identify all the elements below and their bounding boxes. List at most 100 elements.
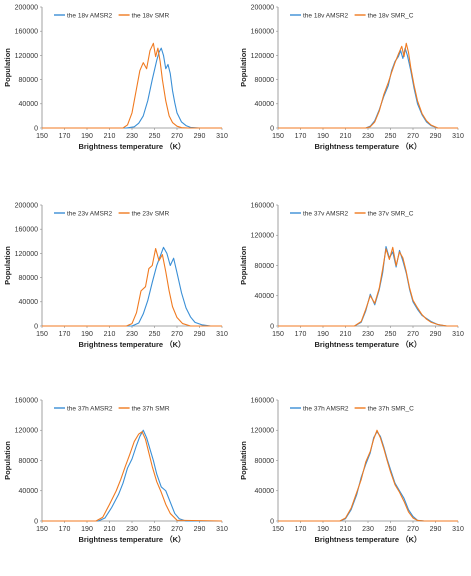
legend-label: the 37h AMSR2 [67,405,113,412]
x-tick-label: 210 [340,133,352,140]
chart-panel-3: 0 40000 80000 120000 160000 200000 150 170 190 21… [0,198,235,381]
x-axis-title: Brightness temperature （K） [78,339,185,349]
x-tick-label: 250 [149,133,161,140]
y-tick-label: 0 [34,323,38,330]
y-tick-label: 120000 [251,233,274,240]
x-tick-label: 270 [407,331,419,338]
series-line-1 [42,246,222,327]
x-tick-label: 230 [126,331,138,338]
x-tick-label: 170 [59,526,71,533]
chart-svg: 0 40000 80000 120000 160000 200000 150 170 190 21… [3,4,228,151]
chart-svg: 0 40000 80000 120000 160000 150 170 190 210 230 25… [3,397,228,544]
y-axis-title: Population [3,48,12,87]
y-tick-label: 80000 [255,458,275,465]
x-tick-label: 150 [272,526,284,533]
x-tick-label: 250 [149,331,161,338]
x-tick-label: 170 [295,331,307,338]
x-tick-label: 310 [216,526,228,533]
y-tick-label: 0 [270,518,274,525]
legend-label: the 18v SMR [132,12,170,19]
x-tick-label: 150 [272,331,284,338]
x-tick-label: 250 [385,526,397,533]
y-tick-label: 0 [34,518,38,525]
x-tick-label: 170 [59,331,71,338]
y-tick-label: 120000 [15,428,38,435]
y-tick-label: 120000 [15,251,38,258]
y-axis-title: Population [239,48,248,87]
legend-label: the 23v SMR [132,210,170,217]
y-axis-title: Population [239,246,248,285]
y-axis-title: Population [3,246,12,285]
y-tick-label: 120000 [251,428,274,435]
y-tick-label: 40000 [19,101,39,108]
x-tick-label: 150 [272,133,284,140]
x-tick-label: 270 [407,133,419,140]
y-tick-label: 80000 [19,275,39,282]
x-tick-label: 310 [452,526,464,533]
x-tick-label: 230 [362,133,374,140]
x-axis-title: Brightness temperature （K） [314,339,421,349]
x-axis-title: Brightness temperature （K） [314,141,421,151]
series-line-2 [42,248,222,327]
series-line-1 [42,47,222,129]
y-tick-label: 40000 [19,299,39,306]
legend-label: the 37h AMSR2 [303,405,349,412]
x-tick-label: 270 [171,526,183,533]
legend-label: the 37h SMR [132,405,170,412]
x-tick-label: 290 [430,133,442,140]
series-line-1 [278,431,458,522]
x-tick-label: 230 [362,526,374,533]
x-tick-label: 290 [194,133,206,140]
x-tick-label: 210 [104,526,116,533]
x-axis-title: Brightness temperature （K） [78,534,185,544]
y-axis-title: Population [3,441,12,480]
y-tick-label: 80000 [255,263,275,270]
chart-panel-6: 0 40000 80000 120000 160000 150 170 190 210 230 25… [236,393,471,576]
y-tick-label: 120000 [251,53,274,60]
x-tick-label: 210 [340,526,352,533]
x-tick-label: 210 [104,133,116,140]
series-line-2 [278,246,458,327]
y-tick-label: 40000 [255,293,275,300]
x-tick-label: 310 [216,331,228,338]
series-line-1 [42,429,222,522]
chart-panel-5: 0 40000 80000 120000 160000 150 170 190 210 230 25… [0,393,235,576]
y-tick-label: 200000 [15,4,38,11]
x-tick-label: 290 [194,331,206,338]
x-tick-label: 290 [194,526,206,533]
y-tick-label: 160000 [251,397,274,404]
chart-panel-4: 0 40000 80000 120000 160000 150 170 190 210 230 25… [236,198,471,381]
x-tick-label: 250 [385,133,397,140]
x-tick-label: 190 [81,526,93,533]
x-tick-label: 190 [317,526,329,533]
x-tick-label: 210 [340,331,352,338]
y-tick-label: 200000 [251,4,274,11]
chart-svg: 0 40000 80000 120000 160000 200000 150 170 190 21… [3,202,228,349]
x-tick-label: 190 [317,133,329,140]
x-tick-label: 250 [149,526,161,533]
series-line-2 [42,431,223,522]
legend-label: the 18v SMR_C [368,12,414,19]
x-tick-label: 190 [81,331,93,338]
x-tick-label: 150 [36,133,48,140]
x-tick-label: 230 [126,133,138,140]
series-line-1 [278,246,458,327]
y-tick-label: 40000 [19,488,39,495]
y-axis-title: Population [239,441,248,480]
series-line-2 [278,42,458,129]
x-tick-label: 310 [452,133,464,140]
y-tick-label: 0 [270,125,274,132]
y-tick-label: 200000 [15,202,38,209]
y-tick-label: 160000 [15,29,38,36]
x-tick-label: 270 [407,526,419,533]
y-tick-label: 80000 [255,77,275,84]
chart-svg: 0 40000 80000 120000 160000 150 170 190 210 230 25… [239,202,464,349]
x-tick-label: 190 [81,133,93,140]
y-tick-label: 120000 [15,53,38,60]
y-tick-label: 160000 [251,29,274,36]
y-tick-label: 0 [270,323,274,330]
chart-panel-2: 0 40000 80000 120000 160000 200000 150 170 190 21… [236,0,471,183]
x-tick-label: 310 [452,331,464,338]
y-tick-label: 40000 [255,101,275,108]
y-tick-label: 0 [34,125,38,132]
